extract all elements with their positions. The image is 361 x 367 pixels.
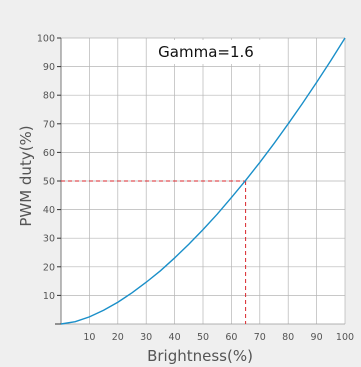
x-tick-label-90: 90 bbox=[311, 332, 323, 343]
y-tick-label-30: 30 bbox=[43, 234, 55, 245]
x-tick-label-80: 80 bbox=[282, 332, 294, 343]
x-tick-label-20: 20 bbox=[112, 332, 124, 343]
y-tick-label-20: 20 bbox=[43, 262, 55, 273]
x-tick-label-30: 30 bbox=[140, 332, 152, 343]
y-tick-label-100: 100 bbox=[37, 34, 55, 45]
x-tick-label-50: 50 bbox=[197, 332, 209, 343]
x-tick-labels: 10 20 30 40 50 60 70 80 90 100 bbox=[83, 332, 354, 343]
y-tick-label-70: 70 bbox=[43, 119, 55, 130]
x-tick-label-70: 70 bbox=[254, 332, 266, 343]
y-axis-title: PWM duty(%) bbox=[17, 125, 35, 226]
reference-guides bbox=[61, 180, 247, 324]
y-tick-label-50: 50 bbox=[43, 177, 55, 188]
x-tick-label-10: 10 bbox=[83, 332, 95, 343]
annotation-box bbox=[150, 40, 262, 64]
x-tick-label-100: 100 bbox=[336, 332, 354, 343]
y-tick-labels: 10 20 30 40 50 60 70 80 90 100 bbox=[37, 34, 61, 325]
y-tick-label-90: 90 bbox=[43, 62, 55, 73]
gamma-annotation: Gamma=1.6 bbox=[158, 43, 254, 61]
x-axis-title: Brightness(%) bbox=[147, 347, 253, 365]
y-tick-label-80: 80 bbox=[43, 91, 55, 102]
y-tick-label-60: 60 bbox=[43, 148, 55, 159]
x-tick-label-40: 40 bbox=[169, 332, 181, 343]
y-tick-label-40: 40 bbox=[43, 205, 55, 216]
y-tick-label-10: 10 bbox=[43, 291, 55, 302]
x-tick-label-60: 60 bbox=[225, 332, 237, 343]
gamma-curve bbox=[60, 37, 346, 325]
